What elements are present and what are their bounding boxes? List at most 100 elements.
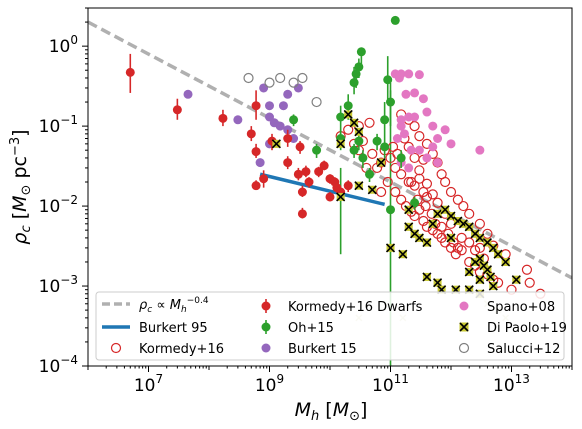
dwarfs-point [283,158,293,168]
dipaolo19-cross [422,237,432,248]
oh15-point [380,115,390,125]
kormedy16-point [367,148,378,159]
legend-oh15-marker [261,322,271,332]
spano08-point [446,139,456,149]
kormedy16-point [421,178,433,189]
spano08-point [433,134,443,143]
kormedy16-point [469,245,481,256]
salucci12-point [288,77,299,88]
kormedy16-point [409,210,420,222]
legend-oh15-label: Oh+15 [288,321,334,336]
dipaolo19-cross [511,275,521,285]
plot-marks [88,15,572,366]
spano08-point [401,89,411,99]
burkert15-point [269,118,279,128]
dipaolo19-cross [475,233,485,243]
spano08-point [399,129,409,139]
salucci12-point [275,72,286,84]
spano08-point [406,145,416,155]
dipaolo19-cross [376,158,386,168]
dwarfs-point [297,209,307,219]
oh15-point [410,198,420,208]
kormedy16-point [464,208,475,219]
kormedy16-point [403,176,414,188]
spano08-point [394,73,404,83]
x-tick-label: 1011 [372,372,409,396]
kormedy16-point [376,186,387,198]
kormedy16-point [414,165,425,176]
oh15-point [349,145,359,155]
dipaolo19-cross [398,249,408,259]
dipaolo19-cross [349,118,359,128]
kormedy16-point [343,124,354,135]
dipaolo19-cross [385,243,396,253]
x-axis-label: Mh [M⊙] [295,399,368,424]
dwarfs-point [295,142,305,152]
kormedy16-point [440,176,451,188]
oh15-point [289,115,299,125]
dwarfs-point [246,129,256,139]
legend-kormedy16-label: Kormedy+16 [139,342,224,357]
dipaolo19-cross [485,272,496,282]
dwarfs-point [325,192,335,202]
oh15-point [354,62,364,72]
spano08-point [404,69,414,79]
kormedy16-point [396,194,407,205]
dipaolo19-cross [354,181,364,191]
burkert15-point [278,101,288,111]
spano08-point [410,112,420,122]
dipaolo19-cross [404,205,414,215]
kormedy16-point [420,200,431,212]
legend-burkert15-marker [261,343,271,353]
legend-dipaolo19-label: Di Paolo+19 [487,321,567,336]
kormedy16-point [464,237,475,248]
spano08-point [396,121,406,131]
kormedy16-point [456,232,467,243]
burkert15-point [233,115,243,125]
oh15-point [343,101,353,111]
dipaolo19-cross [414,233,424,243]
burkert15-point [259,83,269,93]
y-tick-label: 10−3 [39,273,78,297]
oh15-point [365,169,375,179]
salucci12-point [264,77,275,88]
spano08-point [392,134,402,143]
dwarfs-point [251,147,261,157]
oh15-point [383,75,393,85]
burkert15-point [265,101,274,111]
kormedy16-point [382,176,393,188]
dipaolo19-cross [482,265,492,275]
salucci12-point [243,72,254,84]
kormedy16-point [524,277,535,288]
spano08-point [396,115,406,125]
dwarfs-point [218,113,228,123]
dipaolo19-cross [271,139,281,149]
spano08-point [475,145,485,155]
legend-salucci12-label: Salucci+12 [487,342,560,357]
dipaolo19-cross [343,109,353,119]
kormedy16-point [409,180,420,191]
salucci12-point [297,72,308,84]
burkert15-point [183,89,193,99]
dipaolo19-cross [464,267,474,277]
dipaolo19-cross [428,219,438,229]
burkert95-line [259,172,386,207]
spano08-point [428,142,438,152]
spano08-point [440,125,450,135]
dwarfs-point [125,67,135,77]
y-axis-label: ρc [M⊙ pc−3] [8,129,34,244]
dwarfs-point [304,177,314,187]
kormedy16-point [452,194,463,205]
dwarfs-point [343,181,353,191]
oh15-point [386,97,395,107]
dipaolo19-cross [501,257,511,267]
kormedy16-point [445,242,457,253]
oh15-point [336,112,346,122]
spano08-point [414,70,424,80]
spano08-point [410,88,420,98]
x-tick-label: 107 [134,372,163,396]
spano08-point [418,94,428,104]
dwarfs-point [319,161,329,171]
dipaolo19-cross [488,281,498,291]
